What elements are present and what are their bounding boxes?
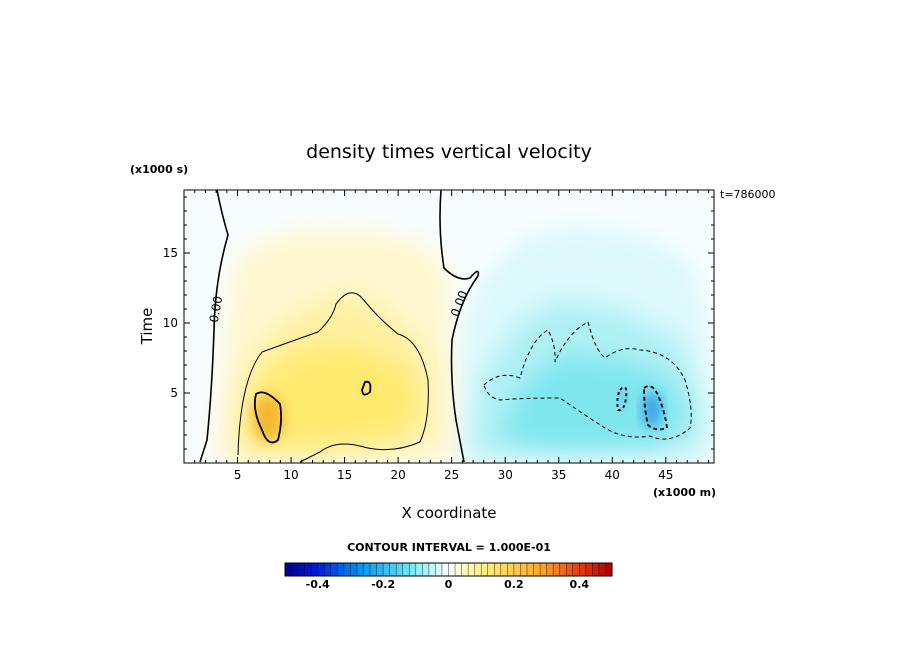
x-tick-label: 45 [658, 468, 673, 482]
negative-contour-minus-0-1 [483, 321, 692, 440]
plot-frame [183, 189, 715, 464]
colorbar-tick-label: 0.2 [504, 578, 524, 591]
zero-contour-left [199, 190, 229, 463]
colorbar-swatch [461, 563, 469, 576]
colorbar-swatch [579, 563, 587, 576]
colorbar-swatch [285, 563, 292, 576]
y-tick-label: 5 [170, 386, 178, 400]
colorbar-swatch [494, 563, 502, 576]
positive-contour-0-1 [237, 292, 429, 463]
colorbar-swatch [428, 563, 436, 576]
negative-secondary-peak [619, 389, 627, 407]
colorbar-swatch [402, 563, 410, 576]
colorbar-tick-label: 0 [445, 578, 453, 591]
x-axis: 5 10 15 20 25 30 35 40 45 [194, 190, 710, 482]
colorbar-swatch [546, 563, 554, 576]
colorbar-swatch [598, 563, 606, 576]
colorbar-swatch [572, 563, 580, 576]
colorbar-swatch [585, 563, 593, 576]
colorbar-swatch [343, 563, 351, 576]
positive-peak [252, 394, 284, 442]
colorbar-swatch [363, 563, 371, 576]
colorbar-swatch [533, 563, 541, 576]
colorbar-swatch [566, 563, 574, 576]
colorbar-swatch [304, 563, 312, 576]
colorbar-tick-label: -0.2 [371, 578, 395, 591]
zero-contour-label-left: 0.00 [207, 295, 225, 324]
x-axis-title: X coordinate [401, 504, 496, 522]
colorbar-swatch [468, 563, 476, 576]
colorbar-swatch [487, 563, 495, 576]
colorbar-swatch [553, 563, 561, 576]
x-tick-label: 40 [605, 468, 620, 482]
x-tick-label: 15 [337, 468, 352, 482]
color-field [184, 190, 714, 463]
colorbar-swatch [396, 563, 404, 576]
colorbar-swatch [298, 563, 306, 576]
contour-interval-label: CONTOUR INTERVAL = 1.000E-01 [347, 541, 551, 554]
negative-contour-minus-0-2-small [616, 386, 628, 412]
negative-contour-minus-0-2 [643, 385, 668, 431]
y-axis: 5 10 15 [163, 196, 714, 450]
colorbar-swatch [481, 563, 489, 576]
colorbar-tick-label: -0.4 [306, 578, 330, 591]
x-tick-label: 35 [551, 468, 566, 482]
x-tick-label: 25 [444, 468, 459, 482]
colorbar-swatch [324, 563, 332, 576]
colorbar-swatch [592, 563, 600, 576]
colorbar-swatch [330, 563, 338, 576]
colorbar-swatch [520, 563, 528, 576]
colorbar-swatch [317, 563, 325, 576]
colorbar-swatch [350, 563, 358, 576]
colorbar-swatch [513, 563, 521, 576]
colorbar-swatch [526, 563, 534, 576]
colorbar-swatch [435, 563, 443, 576]
y-units-label: (x1000 s) [130, 163, 188, 176]
colorbar-swatch [605, 563, 613, 576]
chart-title: density times vertical velocity [306, 141, 592, 163]
x-tick-label: 5 [234, 468, 242, 482]
colorbar-swatch [376, 563, 384, 576]
colorbar-swatch [291, 563, 299, 576]
negative-region-inner [500, 355, 688, 448]
colorbar-swatch [455, 563, 462, 576]
colorbar-swatch [540, 563, 547, 576]
positive-contour-0-2-small [361, 380, 372, 396]
colorbar-swatch [415, 563, 423, 576]
y-tick-label: 15 [163, 246, 178, 260]
colorbar-swatch [383, 563, 391, 576]
colorbar-swatch [356, 563, 364, 576]
x-units-label: (x1000 m) [653, 486, 716, 499]
x-tick-label: 20 [391, 468, 406, 482]
zero-contour-middle [439, 190, 480, 463]
colorbar-swatch [409, 563, 417, 576]
colorbar-swatch [500, 563, 508, 576]
colorbar-frame [284, 562, 613, 577]
colorbar-swatch [448, 563, 456, 576]
colorbar-swatch [474, 563, 482, 576]
x-tick-label: 30 [498, 468, 513, 482]
colorbar-swatch [559, 563, 567, 576]
colorbar-swatch [337, 563, 345, 576]
colorbar [284, 562, 613, 577]
y-axis-title: Time [138, 308, 156, 346]
x-tick-label: 10 [283, 468, 298, 482]
positive-contour-0-2 [253, 391, 283, 444]
colorbar-swatch [507, 563, 515, 576]
colorbar-swatch [441, 563, 449, 576]
colorbar-swatch [370, 563, 377, 576]
colorbar-tick-label: 0.4 [570, 578, 590, 591]
positive-region-inner [248, 345, 418, 445]
colorbar-swatch [422, 563, 430, 576]
colorbar-swatch [311, 563, 319, 576]
time-annotation: t=786000 [720, 188, 776, 201]
colorbar-ticks: -0.4 -0.2 0 0.2 0.4 [306, 578, 590, 591]
colorbar-swatch [389, 563, 397, 576]
y-tick-label: 10 [163, 316, 178, 330]
